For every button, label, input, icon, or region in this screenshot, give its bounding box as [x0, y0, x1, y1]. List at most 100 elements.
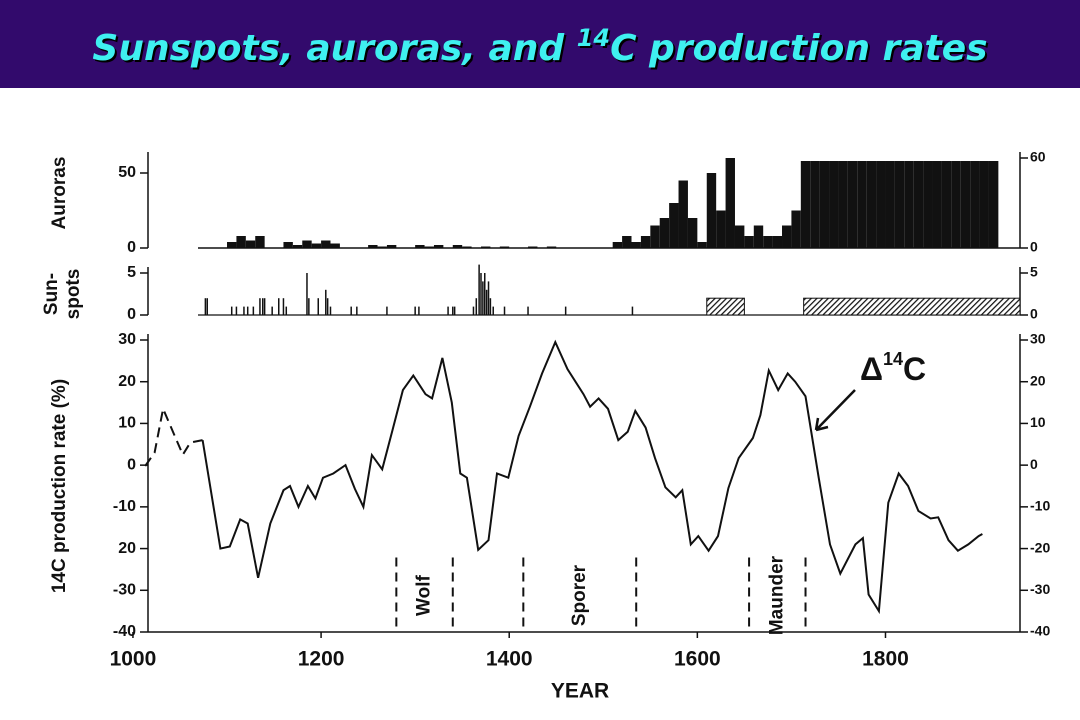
bar — [678, 180, 688, 248]
bar — [612, 242, 623, 248]
period-label: Wolf — [414, 574, 435, 615]
y-tick-label: 0 — [127, 456, 136, 473]
bar — [631, 242, 641, 248]
bar — [857, 161, 867, 248]
bar — [772, 236, 783, 248]
bar — [415, 245, 425, 248]
y-tick-label: 0 — [127, 239, 136, 256]
bar — [734, 225, 745, 248]
production-line — [201, 339, 983, 615]
bar — [659, 218, 670, 248]
production-line — [144, 405, 203, 467]
bar — [330, 243, 340, 248]
sunspot-band — [706, 297, 745, 316]
header-bar — [0, 0, 1080, 88]
x-tick-label: 1000 — [110, 648, 157, 671]
period-label: Sporer — [569, 564, 590, 626]
annotation-part: 14 — [883, 349, 903, 369]
bar — [669, 203, 679, 248]
annotation-arrow — [814, 389, 856, 432]
y2-tick-label: 0 — [1030, 456, 1038, 472]
bar — [904, 161, 914, 248]
y-tick-label: 10 — [118, 415, 136, 432]
bar — [866, 161, 877, 248]
y-tick-label: 0 — [127, 306, 136, 323]
bar — [640, 236, 651, 248]
bar — [941, 161, 952, 248]
annotation: Δ14C — [860, 349, 926, 388]
bar — [979, 161, 989, 248]
bar — [622, 236, 632, 248]
y-tick-label: 20 — [118, 373, 136, 390]
y-tick-label: 20 — [118, 540, 136, 557]
y-tick-label: 50 — [118, 164, 136, 181]
annotation-part: C — [903, 351, 926, 387]
bar — [725, 158, 735, 248]
bar — [292, 245, 303, 248]
x-tick-label: 1400 — [486, 648, 533, 671]
bar — [321, 240, 331, 248]
x-tick-label: 1200 — [298, 648, 345, 671]
y2-tick-label: 0 — [1030, 239, 1038, 255]
y-tick-label: -30 — [113, 582, 136, 599]
slide-title: Sunspots, auroras, and 14C production ra… — [92, 24, 987, 69]
bar — [236, 236, 246, 248]
y-tick-label: 30 — [118, 331, 136, 348]
bar — [960, 161, 971, 248]
bar — [433, 245, 444, 248]
y2-tick-label: 20 — [1030, 372, 1046, 388]
bar — [744, 236, 754, 248]
bar — [255, 236, 265, 248]
bar — [311, 243, 322, 248]
bar — [847, 161, 858, 248]
bar — [386, 245, 397, 248]
bar — [800, 161, 811, 248]
y2-tick-label: 5 — [1030, 264, 1038, 280]
x-tick-label: 1800 — [862, 648, 909, 671]
bar — [782, 225, 792, 248]
bar — [838, 161, 848, 248]
bar — [697, 242, 707, 248]
bar — [988, 161, 999, 248]
x-axis-label: YEAR — [551, 680, 609, 703]
bar — [951, 161, 961, 248]
y-tick-label: 5 — [127, 264, 136, 281]
bar — [894, 161, 905, 248]
y2-tick-label: 0 — [1030, 306, 1038, 322]
title-part: C production rates — [610, 28, 988, 69]
title-sup: 14 — [577, 24, 610, 52]
bar — [283, 242, 293, 248]
y-axis-label: 14C production rate (%) — [49, 379, 70, 593]
bar — [753, 225, 764, 248]
bar — [368, 245, 378, 248]
y2-tick-label: -10 — [1030, 498, 1050, 514]
bar — [829, 161, 839, 248]
y2-tick-label: -20 — [1030, 539, 1050, 555]
y2-tick-label: 60 — [1030, 149, 1046, 165]
bar — [245, 240, 256, 248]
bar — [970, 161, 980, 248]
y2-tick-label: -40 — [1030, 623, 1050, 639]
bar — [810, 161, 820, 248]
bar — [913, 161, 924, 248]
bar — [791, 210, 801, 248]
annotation-part: Δ — [860, 351, 883, 387]
y-tick-label: -10 — [113, 498, 136, 515]
sunspot-band — [803, 297, 1021, 316]
title-part: Sunspots, auroras, and — [92, 28, 576, 69]
bar — [716, 210, 726, 248]
bar — [650, 225, 660, 248]
y2-tick-label: -30 — [1030, 581, 1050, 597]
bar — [302, 240, 312, 248]
bar — [876, 161, 886, 248]
bar — [932, 161, 942, 248]
y-axis-label: Sun- — [41, 273, 62, 315]
bar — [227, 242, 237, 248]
period-label: Maunder — [766, 555, 787, 635]
y2-tick-label: 30 — [1030, 331, 1046, 347]
y-tick-label: -40 — [113, 623, 136, 640]
bar — [763, 236, 773, 248]
bar — [885, 161, 895, 248]
x-tick-label: 1600 — [674, 648, 721, 671]
